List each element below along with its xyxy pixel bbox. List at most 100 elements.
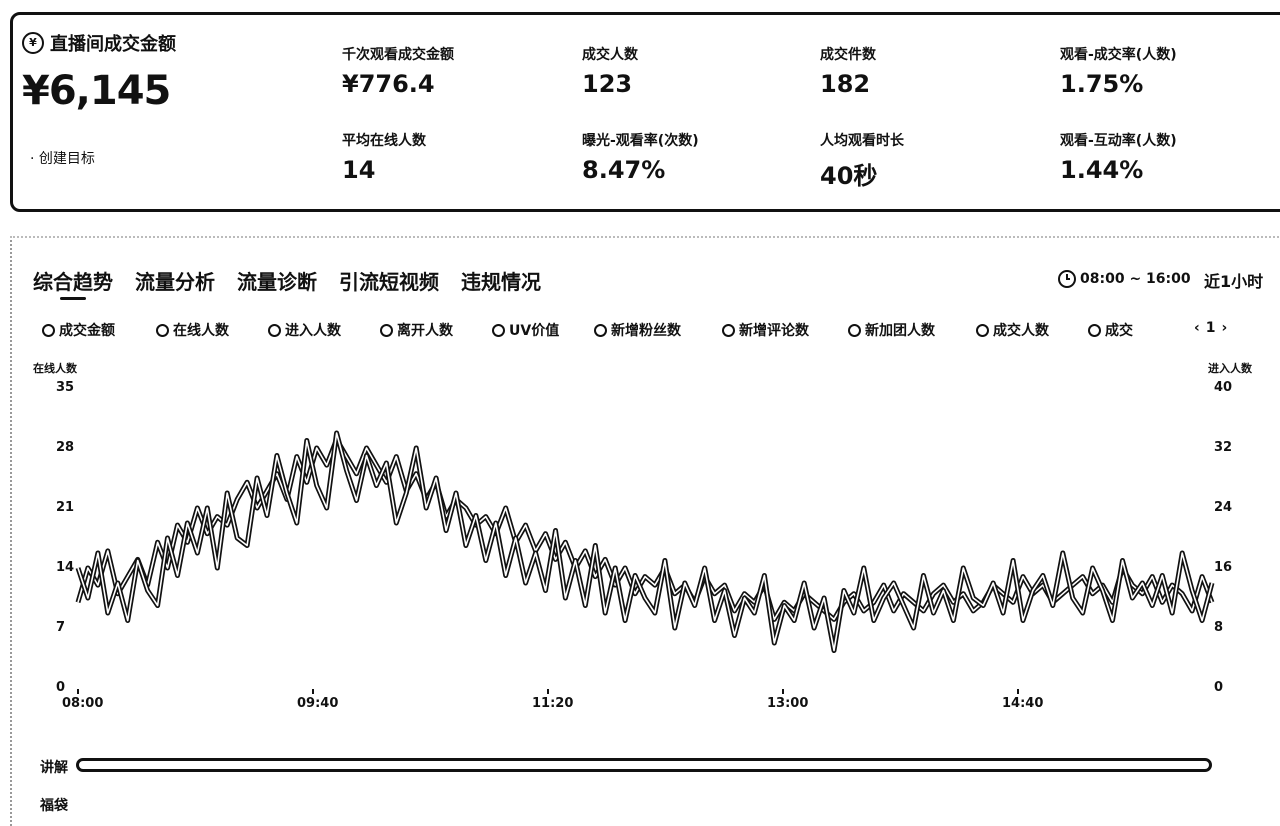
main-metric-title: 直播间成交金额 — [50, 34, 176, 55]
legend-item[interactable]: 新增粉丝数 — [594, 320, 681, 340]
left-axis-tick: 35 — [56, 380, 75, 395]
legend-item[interactable]: 在线人数 — [156, 320, 229, 340]
right-axis-tick: 0 — [1214, 680, 1224, 695]
right-axis-tick: 24 — [1214, 500, 1233, 515]
x-axis-tick: 14:40 — [1002, 696, 1044, 711]
left-axis-tick: 7 — [56, 620, 66, 635]
metric-exposure-watch: 曝光-观看率(次数) 8.47% — [582, 130, 699, 184]
legend-dot-icon — [594, 323, 607, 337]
time-range-text: 08:00 ~ 16:00 — [1080, 271, 1191, 287]
track-label-lucky-bag: 福袋 — [40, 798, 68, 814]
series-line-0 — [77, 438, 1213, 621]
pager-page: 1 — [1205, 320, 1216, 336]
legend-dot-icon — [976, 323, 989, 337]
right-axis-tick: 16 — [1214, 560, 1233, 575]
legend-label: 在线人数 — [173, 323, 229, 339]
legend-label: 成交人数 — [993, 323, 1049, 339]
yen-circle-icon: ¥ — [22, 32, 44, 54]
legend-label: UV价值 — [509, 323, 560, 339]
metric-label: 成交人数 — [582, 47, 638, 63]
metric-label: 人均观看时长 — [820, 133, 904, 149]
x-axis-tick: 08:00 — [62, 696, 104, 711]
right-axis-tick: 40 — [1214, 380, 1233, 395]
tab-traffic-analysis[interactable]: 流量分析 — [135, 270, 215, 294]
legend-item[interactable]: 离开人数 — [380, 320, 453, 340]
main-metric-value: ¥6,145 — [22, 68, 171, 114]
explain-track-bar[interactable] — [76, 758, 1212, 772]
active-tab-indicator — [60, 297, 86, 300]
legend-dot-icon — [848, 323, 861, 337]
chevron-right-icon[interactable]: › — [1221, 320, 1228, 336]
metric-label: 成交件数 — [820, 47, 876, 63]
legend-item[interactable]: 进入人数 — [268, 320, 341, 340]
metric-value: 123 — [582, 70, 633, 98]
metric-label: 观看-成交率(人数) — [1060, 47, 1177, 63]
left-axis-title: 在线人数 — [33, 362, 77, 375]
legend-dot-icon — [1088, 323, 1101, 337]
metric-value: 182 — [820, 70, 871, 98]
legend-dot-icon — [380, 323, 393, 337]
summary-card — [10, 12, 1280, 212]
left-axis-tick: 14 — [56, 560, 75, 575]
legend-label: 成交 — [1105, 323, 1133, 339]
x-axis-tick: 13:00 — [767, 696, 809, 711]
create-goal-link[interactable]: · 创建目标 — [30, 151, 95, 167]
tab-violations[interactable]: 违规情况 — [461, 270, 541, 294]
legend-dot-icon — [722, 323, 735, 337]
left-axis-tick: 28 — [56, 440, 75, 455]
x-axis-tick: 11:20 — [532, 696, 574, 711]
metric-watch-interaction: 观看-互动率(人数) 1.44% — [1060, 130, 1177, 184]
legend-label: 成交金额 — [59, 323, 115, 339]
main-metric-label: ¥ 直播间成交金额 — [22, 30, 176, 56]
chevron-left-icon[interactable]: ‹ — [1194, 320, 1200, 336]
metric-label: 平均在线人数 — [342, 133, 426, 149]
metric-items: 成交件数 182 — [820, 44, 876, 98]
left-axis-tick: 0 — [56, 680, 66, 695]
series-line-1 — [77, 432, 1213, 652]
tab-overall-trend[interactable]: 综合趋势 — [33, 270, 113, 294]
tab-short-video[interactable]: 引流短视频 — [339, 270, 439, 294]
right-axis-tick: 32 — [1214, 440, 1233, 455]
panel-border — [10, 236, 12, 826]
metric-gpm: 千次观看成交金额 ¥776.4 — [342, 44, 454, 98]
metric-value: 14 — [342, 156, 376, 184]
metric-value: 1.75% — [1060, 70, 1144, 98]
legend-item[interactable]: 成交人数 — [976, 320, 1049, 340]
legend-item[interactable]: 成交 — [1088, 320, 1133, 340]
recent-hour-button[interactable]: 近1小时 — [1204, 272, 1264, 291]
left-axis-tick: 21 — [56, 500, 75, 515]
legend-label: 新加团人数 — [865, 323, 935, 339]
legend-label: 进入人数 — [285, 323, 341, 339]
metric-watch-conversion: 观看-成交率(人数) 1.75% — [1060, 44, 1177, 98]
tab-traffic-diagnosis[interactable]: 流量诊断 — [237, 270, 317, 294]
metric-label: 观看-互动率(人数) — [1060, 133, 1177, 149]
metric-value: 1.44% — [1060, 156, 1144, 184]
panel-divider — [10, 236, 1280, 238]
legend-dot-icon — [492, 323, 505, 337]
clock-icon — [1058, 270, 1076, 288]
legend-item[interactable]: 新增评论数 — [722, 320, 809, 340]
tab-bar: 综合趋势 流量分析 流量诊断 引流短视频 违规情况 — [33, 266, 541, 295]
legend-item[interactable]: UV价值 — [492, 320, 559, 340]
legend-label: 新增评论数 — [739, 323, 809, 339]
legend-dot-icon — [42, 323, 55, 337]
right-axis-tick: 8 — [1214, 620, 1224, 635]
metric-label: 千次观看成交金额 — [342, 47, 454, 63]
legend-pager: ‹ 1 › — [1194, 320, 1227, 336]
x-axis-tick: 09:40 — [297, 696, 339, 711]
track-label-explain: 讲解 — [40, 760, 68, 776]
metric-value: 40秒 — [820, 162, 878, 190]
metric-label: 曝光-观看率(次数) — [582, 133, 699, 149]
legend-dot-icon — [156, 323, 169, 337]
metric-buyers: 成交人数 123 — [582, 44, 638, 98]
legend-label: 离开人数 — [397, 323, 453, 339]
legend-dot-icon — [268, 323, 281, 337]
right-axis-title: 进入人数 — [1208, 362, 1252, 375]
metric-legend: 成交金额 在线人数 进入人数 离开人数 UV价值 新增粉丝数 新增评论数 新加团… — [42, 320, 1280, 340]
legend-item[interactable]: 成交金额 — [42, 320, 115, 340]
metric-avg-online: 平均在线人数 14 — [342, 130, 426, 184]
legend-item[interactable]: 新加团人数 — [848, 320, 935, 340]
time-range-picker[interactable]: 08:00 ~ 16:00 — [1058, 270, 1191, 288]
metric-value: ¥776.4 — [342, 70, 435, 98]
